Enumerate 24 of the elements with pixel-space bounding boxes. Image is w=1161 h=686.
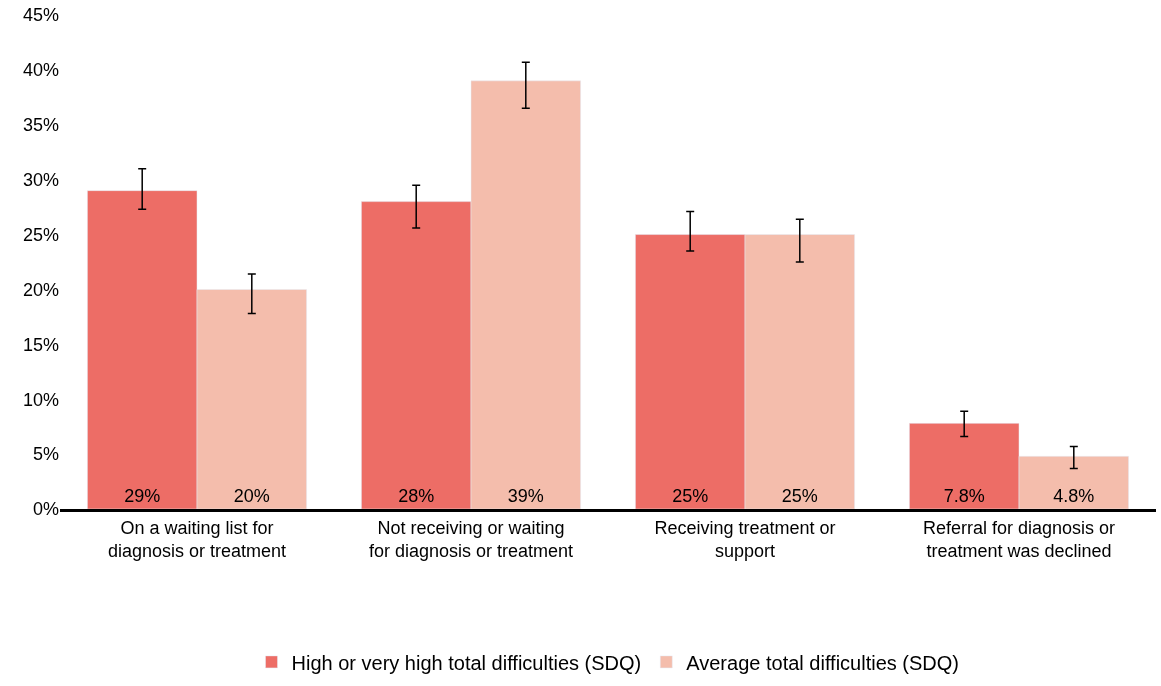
- data-label: 25%: [672, 486, 709, 506]
- data-label: 7.8%: [943, 486, 985, 506]
- x-tick-label: Referral for diagnosis or treatment was declined: [922, 517, 1116, 561]
- legend-label: Average total difficulties (SDQ): [686, 651, 959, 674]
- y-tick-label: 25%: [22, 224, 59, 245]
- y-tick-label: 10%: [22, 389, 59, 410]
- y-tick-label: 45%: [22, 5, 59, 26]
- y-tick-label: 0%: [32, 499, 59, 520]
- data-label: 28%: [398, 486, 435, 506]
- y-tick-label: 20%: [22, 279, 59, 300]
- data-label: 25%: [781, 486, 818, 506]
- x-tick-label: Not receiving or waiting for diagnosis or treatment: [368, 517, 574, 561]
- x-tick-label: Receiving treatment or support: [654, 517, 836, 561]
- y-tick-label: 30%: [22, 169, 59, 190]
- y-tick-label: 15%: [22, 334, 59, 355]
- x-tick-label: On a waiting list for diagnosis or treatment: [107, 517, 287, 561]
- y-tick-label: 35%: [22, 115, 59, 136]
- data-label: 20%: [233, 486, 270, 506]
- data-label: 4.8%: [1053, 486, 1095, 506]
- data-label: 39%: [507, 486, 544, 506]
- data-label: 29%: [124, 486, 161, 506]
- legend-label: High or very high total difficulties (SDQ): [291, 651, 642, 674]
- y-tick-label: 40%: [22, 60, 59, 81]
- y-tick-label: 5%: [32, 444, 59, 465]
